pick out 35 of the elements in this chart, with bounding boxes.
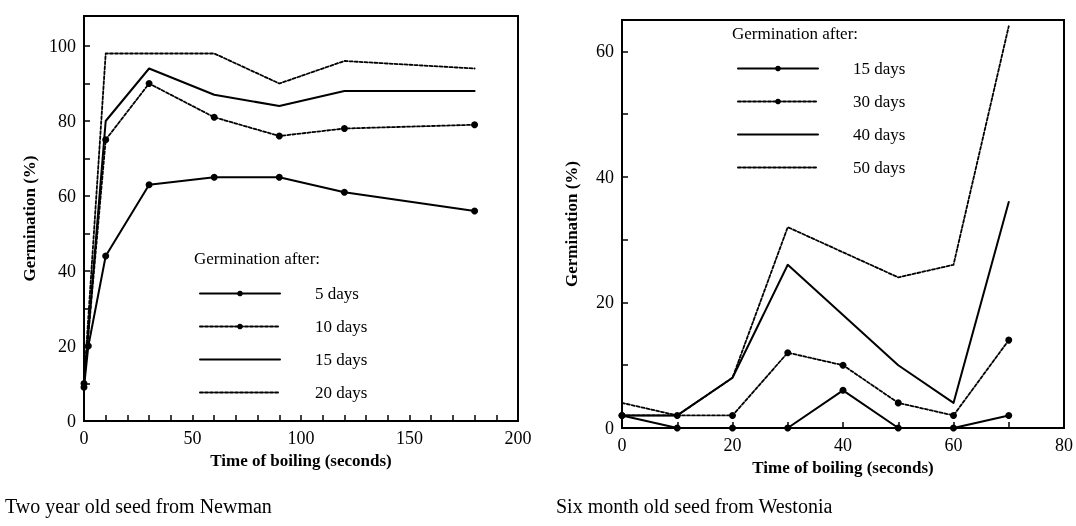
legend-label: 40 days — [853, 125, 906, 144]
y-tick-label: 40 — [596, 166, 614, 187]
legend-label: 30 days — [853, 92, 906, 111]
legend-label: 10 days — [315, 317, 368, 336]
y-axis-title: Germination (%) — [20, 155, 40, 282]
x-tick-label: 60 — [944, 435, 963, 455]
x-tick-label: 0 — [79, 428, 89, 448]
legend-label: 15 days — [315, 350, 368, 369]
x-tick-label: 80 — [1055, 435, 1073, 455]
y-tick-label: 20 — [596, 292, 614, 313]
legend-label: 20 days — [315, 383, 368, 402]
text: Two year old seed from Newman — [5, 495, 272, 518]
y-tick-label: 40 — [58, 261, 76, 281]
x-tick-label: 20 — [723, 435, 742, 455]
legend-label: 50 days — [853, 158, 906, 177]
x-tick-label: 0 — [617, 435, 627, 455]
y-tick-label: 80 — [58, 111, 76, 131]
text: Six month old seed from Westonia — [556, 495, 833, 517]
x-tick-label: 200 — [504, 428, 532, 448]
x-axis-title: Time of boiling (seconds) — [210, 450, 392, 470]
x-tick-label: 50 — [183, 428, 202, 448]
y-tick-label: 0 — [67, 411, 76, 431]
x-tick-label: 150 — [396, 428, 423, 448]
legend-title: Germination after: — [194, 249, 321, 268]
y-tick-label: 60 — [596, 41, 614, 62]
y-tick-label: 20 — [58, 336, 76, 356]
x-axis-title: Time of boiling (seconds) — [752, 457, 934, 477]
y-axis-title: Germination (%) — [562, 160, 581, 288]
x-tick-label: 100 — [287, 428, 315, 448]
x-tick-label: 40 — [834, 435, 852, 455]
y-tick-label: 60 — [58, 186, 76, 206]
legend-title: Germination after: — [732, 24, 859, 43]
y-tick-label: 100 — [49, 36, 76, 56]
legend-label: 15 days — [853, 59, 906, 78]
legend-label: 5 days — [315, 284, 359, 303]
